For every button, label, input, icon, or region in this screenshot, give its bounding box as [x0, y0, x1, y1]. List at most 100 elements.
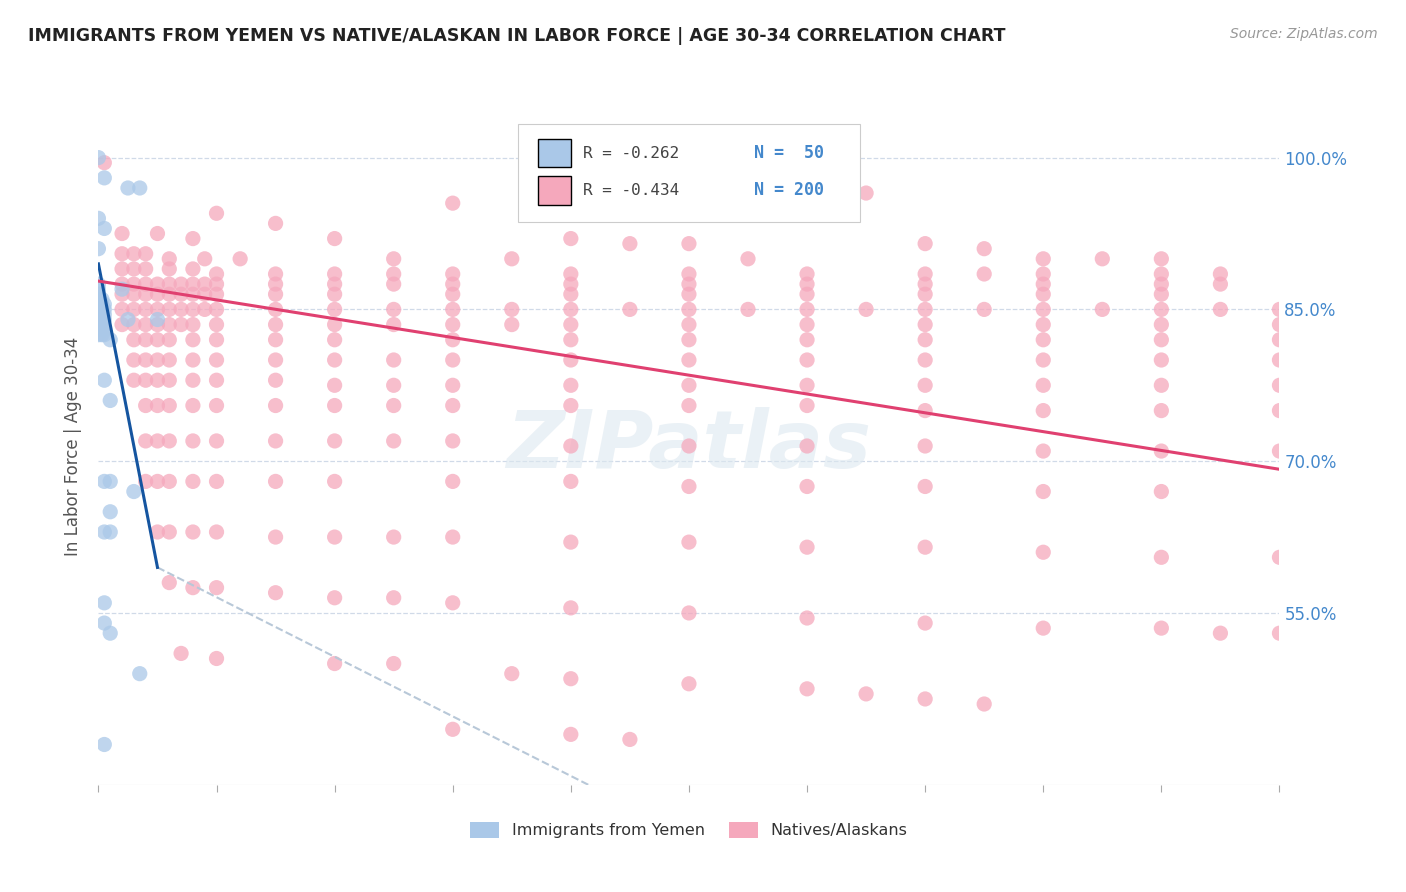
Point [181, 277, 204, 292]
Point [264, 373, 287, 387]
Point [1150, 353, 1173, 368]
Point [323, 475, 346, 489]
Point [264, 353, 287, 368]
Point [914, 318, 936, 332]
Point [87, 312, 110, 326]
Point [91, 297, 114, 311]
Point [157, 318, 180, 332]
Point [205, 206, 228, 220]
Point [91, 293, 114, 307]
Point [205, 318, 228, 332]
Point [973, 302, 995, 317]
Point [181, 353, 204, 368]
Point [122, 261, 145, 276]
Point [264, 216, 287, 230]
Point [93, 738, 115, 752]
Point [146, 227, 169, 241]
Point [135, 434, 157, 448]
Point [91, 318, 114, 332]
Point [323, 302, 346, 317]
Point [1032, 333, 1054, 347]
Point [122, 277, 145, 292]
Point [170, 318, 193, 332]
Point [205, 651, 228, 665]
Point [93, 170, 115, 185]
Point [796, 439, 818, 453]
Point [560, 277, 582, 292]
Point [441, 267, 464, 281]
Point [619, 302, 641, 317]
Point [205, 373, 228, 387]
Point [205, 333, 228, 347]
Point [323, 530, 346, 544]
Point [87, 293, 110, 307]
Point [135, 287, 157, 301]
Point [678, 236, 700, 251]
Point [1032, 318, 1054, 332]
Point [128, 666, 150, 681]
Point [194, 277, 217, 292]
Point [146, 287, 169, 301]
Point [157, 434, 180, 448]
Point [914, 267, 936, 281]
Point [264, 267, 287, 281]
Point [619, 732, 641, 747]
Point [135, 333, 157, 347]
Point [170, 287, 193, 301]
Point [181, 333, 204, 347]
Point [323, 378, 346, 392]
Point [441, 353, 464, 368]
Point [93, 323, 115, 337]
Point [98, 393, 121, 408]
Point [914, 403, 936, 417]
Point [560, 439, 582, 453]
Point [93, 373, 115, 387]
Point [87, 308, 110, 322]
Point [93, 475, 115, 489]
Point [157, 333, 180, 347]
Point [264, 399, 287, 413]
Point [441, 596, 464, 610]
Text: ZIPatlas: ZIPatlas [506, 407, 872, 485]
Point [323, 657, 346, 671]
Point [382, 318, 405, 332]
Point [205, 581, 228, 595]
Point [264, 333, 287, 347]
Point [1032, 277, 1054, 292]
Point [560, 600, 582, 615]
Point [441, 434, 464, 448]
Point [796, 681, 818, 696]
Point [205, 524, 228, 539]
Point [194, 287, 217, 301]
Point [181, 581, 204, 595]
Point [560, 318, 582, 332]
FancyBboxPatch shape [537, 177, 571, 204]
Point [1150, 333, 1173, 347]
Point [194, 302, 217, 317]
Point [135, 261, 157, 276]
Point [87, 302, 110, 317]
Point [1209, 277, 1232, 292]
Point [205, 399, 228, 413]
Point [1268, 444, 1291, 458]
Point [678, 399, 700, 413]
Point [157, 373, 180, 387]
Point [98, 475, 121, 489]
Point [323, 277, 346, 292]
Point [181, 261, 204, 276]
Point [796, 353, 818, 368]
Point [122, 353, 145, 368]
Point [98, 626, 121, 640]
Point [128, 181, 150, 195]
Point [157, 399, 180, 413]
Point [382, 252, 405, 266]
Point [1150, 621, 1173, 635]
Point [560, 333, 582, 347]
Point [678, 318, 700, 332]
Point [382, 591, 405, 605]
Point [181, 434, 204, 448]
Point [93, 302, 115, 317]
Point [111, 282, 134, 296]
Point [382, 399, 405, 413]
Point [855, 186, 877, 200]
